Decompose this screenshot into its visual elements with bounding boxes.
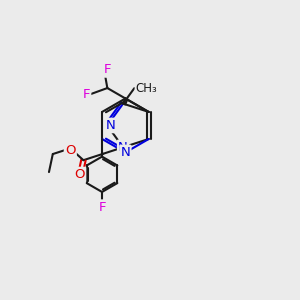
Text: F: F: [82, 88, 90, 101]
Text: N: N: [118, 141, 128, 154]
Text: O: O: [74, 168, 85, 181]
Text: O: O: [65, 144, 76, 157]
Text: N: N: [105, 119, 115, 132]
Text: CH₃: CH₃: [136, 82, 157, 94]
Text: N: N: [121, 146, 130, 159]
Text: F: F: [104, 63, 112, 76]
Text: F: F: [98, 201, 106, 214]
